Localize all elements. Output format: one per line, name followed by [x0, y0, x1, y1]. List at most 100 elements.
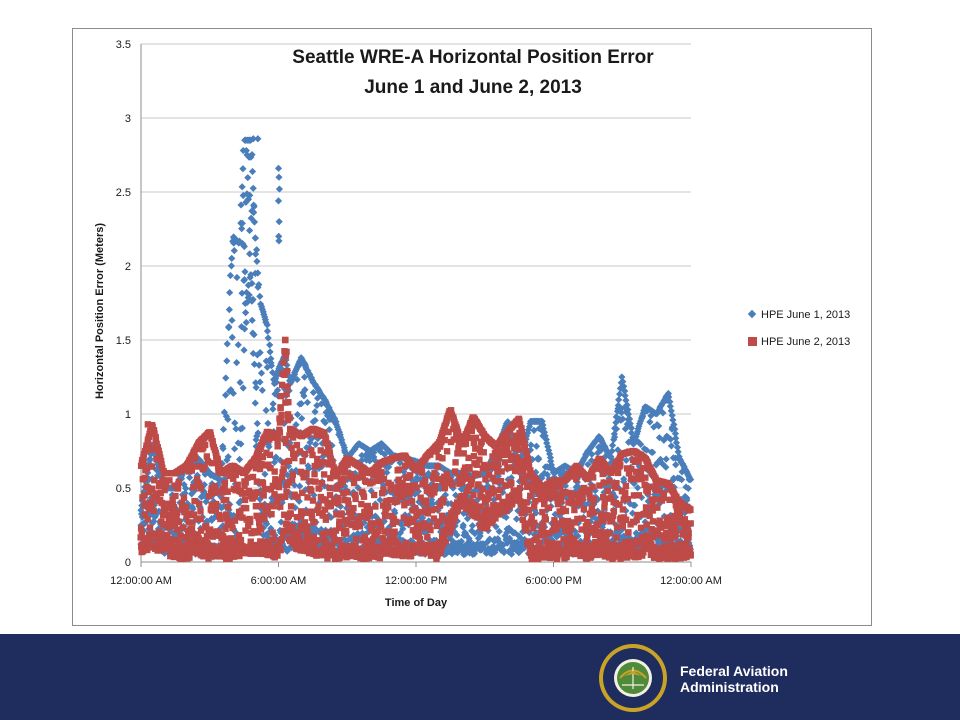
data-point-june-2-794 [296, 448, 303, 455]
data-point-june-2-1822 [502, 482, 509, 489]
data-point-june-2-1959 [529, 486, 537, 493]
data-point-june-1-46 [146, 456, 154, 464]
data-point-june-1-630 [263, 363, 271, 371]
data-point-june-2-18 [141, 492, 148, 499]
data-point-june-1-469 [231, 528, 239, 536]
data-point-june-2-855 [308, 508, 315, 515]
data-point-june-2-858 [309, 451, 316, 459]
data-point-june-2-1896 [518, 425, 525, 432]
data-point-june-2-2122 [562, 507, 570, 515]
data-point-june-1-2630 [664, 433, 672, 442]
data-point-june-2-727 [283, 489, 290, 496]
data-point-june-1-2628 [664, 389, 672, 398]
data-point-june-2-751 [287, 510, 294, 518]
data-point-june-2-818 [301, 519, 309, 526]
data-point-june-1-23 [141, 519, 149, 528]
data-point-june-2-906 [319, 512, 326, 519]
data-point-june-1-2455 [628, 509, 637, 517]
data-point-june-1-1817 [501, 532, 509, 540]
data-point-june-2-2139 [566, 489, 573, 497]
series-hpe-june-2 [137, 336, 694, 563]
data-point-june-2-1678 [473, 461, 480, 468]
data-point-june-2-1659 [470, 491, 477, 499]
data-point-june-2-907 [319, 530, 326, 538]
data-point-june-2-1221 [382, 550, 389, 557]
data-point-june-1-1019 [341, 482, 349, 490]
data-point-june-2-621 [262, 539, 269, 546]
data-point-june-2-195 [175, 539, 183, 546]
data-point-june-2-1379 [413, 522, 421, 529]
data-point-june-1-1986 [535, 424, 543, 433]
data-point-june-2-1906 [519, 457, 526, 465]
data-point-june-2-1924 [523, 451, 531, 459]
data-point-june-1-2627 [663, 396, 671, 405]
data-point-june-2-1055 [349, 508, 356, 516]
data-point-june-2-1430 [424, 534, 431, 541]
data-point-june-2-1471 [431, 482, 439, 490]
data-point-june-2-1925 [523, 527, 530, 534]
data-point-june-1-458 [228, 333, 236, 341]
data-point-june-2-1826 [503, 444, 511, 452]
data-point-june-1-226 [182, 484, 190, 492]
data-point-june-2-177 [173, 543, 180, 551]
data-point-june-1-1107 [358, 529, 366, 537]
data-point-june-2-2115 [561, 521, 568, 529]
data-point-june-1-2389 [616, 528, 624, 536]
data-point-june-1-1199 [377, 448, 385, 456]
data-point-june-2-1487 [435, 453, 442, 461]
data-point-june-1-2745 [275, 173, 283, 181]
data-point-june-2-370 [211, 482, 218, 490]
data-point-june-2-1543 [446, 529, 454, 536]
data-point-june-1-2602 [658, 460, 667, 468]
data-point-june-1-746 [286, 490, 294, 498]
data-point-june-1-1214 [380, 517, 388, 525]
data-point-june-1-1838 [505, 524, 513, 532]
data-point-june-2-1970 [532, 497, 539, 505]
data-point-june-1-509 [239, 384, 247, 392]
data-point-june-2-2018 [541, 531, 549, 538]
data-point-june-1-255 [188, 490, 196, 498]
data-point-june-2-159 [169, 496, 176, 503]
data-point-june-1-1765 [491, 548, 499, 556]
data-point-june-1-554 [248, 279, 256, 288]
data-point-june-2-82 [153, 493, 161, 500]
data-point-june-2-1311 [399, 490, 407, 498]
data-point-june-2-951 [327, 503, 335, 510]
data-point-june-1-483 [233, 273, 241, 282]
data-point-june-2-886 [315, 502, 322, 509]
data-point-june-2-1291 [396, 466, 403, 473]
data-point-june-1-663 [269, 400, 277, 408]
data-point-june-1-506 [238, 289, 246, 297]
data-point-june-2-1419 [422, 476, 429, 484]
data-point-june-2-187 [174, 482, 181, 490]
data-point-june-2-253 [188, 549, 195, 556]
data-point-june-2-2191 [576, 499, 584, 507]
data-point-june-2-890 [315, 485, 322, 492]
data-point-june-2-2090 [556, 521, 563, 528]
data-point-june-2-482 [234, 537, 241, 544]
data-point-june-2-1946 [527, 518, 535, 525]
data-point-june-1-867 [310, 465, 319, 474]
data-point-june-2-1158 [369, 536, 377, 543]
data-point-june-1-2714 [681, 509, 689, 517]
data-point-june-2-1905 [519, 516, 527, 524]
data-point-june-1-635 [264, 419, 272, 427]
data-point-june-2-1771 [492, 478, 499, 485]
data-point-june-2-23 [141, 511, 148, 518]
data-point-june-2-1478 [433, 522, 441, 530]
data-point-june-1-500 [237, 201, 245, 209]
data-point-june-2-1474 [432, 505, 440, 513]
data-point-june-2-287 [194, 531, 201, 538]
data-point-june-2-1711 [480, 449, 487, 456]
data-point-june-1-454 [228, 316, 236, 324]
data-point-june-1-1851 [507, 550, 516, 558]
data-point-june-2-2199 [578, 526, 585, 533]
data-point-june-1-568 [250, 218, 259, 226]
data-point-june-2-1219 [381, 512, 389, 520]
data-point-june-2-2178 [574, 515, 581, 523]
data-point-june-2-34 [144, 516, 151, 523]
data-point-june-2-1900 [518, 428, 526, 436]
data-point-june-2-259 [188, 525, 196, 533]
data-point-june-2-499 [237, 508, 244, 516]
data-point-june-2-643 [266, 503, 273, 510]
